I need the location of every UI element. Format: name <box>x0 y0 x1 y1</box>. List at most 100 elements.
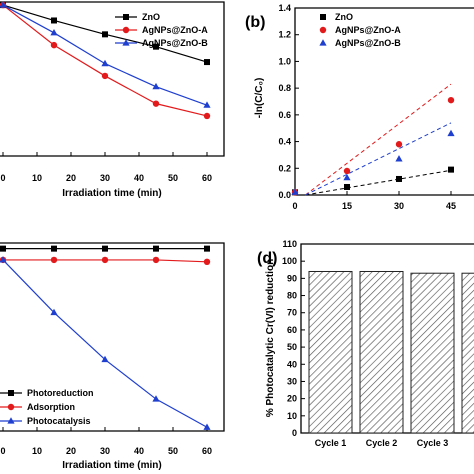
y-tick-label: 20 <box>287 394 297 404</box>
y-tick-label: 90 <box>287 273 297 283</box>
legend-label-zno: ZnO <box>142 12 160 22</box>
data-point-agnps-zno-a <box>343 167 351 175</box>
y-tick-label: 50 <box>287 342 297 352</box>
legend-marker-photoreduction <box>8 390 14 396</box>
series-line-agnps-zno-b <box>2 4 208 106</box>
x-tick-label: 50 <box>168 446 178 456</box>
panel-b-marks: 0.0 0.2 0.4 0.6 0.8 1.0 1.2 1.4 0 15 30 45 ZnO AgNPs@… <box>278 3 456 211</box>
legend-label-agnps-zno-a: AgNPs@ZnO-A <box>142 25 208 35</box>
data-point-zno <box>396 175 402 182</box>
panel-a-axes-frame <box>0 1 225 157</box>
y-tick-label: 30 <box>287 376 297 386</box>
x-tick-label: 0 <box>0 446 5 456</box>
legend-marker-zno <box>123 14 129 20</box>
data-point-photoreduction <box>0 245 6 252</box>
data-point-agnps-zno-a <box>447 96 455 104</box>
bar-cycle-3 <box>410 272 455 434</box>
data-point-photoreduction <box>153 245 159 252</box>
y-tick-label: 70 <box>287 308 297 318</box>
y-tick-label: 10 <box>287 411 297 421</box>
panel-a-marks: 0 10 20 30 40 50 60 ZnO AgNPs@ZnO-A AgNPs@ZnO-B <box>0 1 212 183</box>
y-tick-label: 0 <box>292 428 297 438</box>
legend-marker-agnps-zno-a <box>122 26 130 34</box>
legend-label-adsorption: Adsorption <box>27 402 75 412</box>
x-tick-label: 30 <box>100 173 110 183</box>
panel-b-y-axis-title: -ln(C/C₀) <box>254 78 265 119</box>
data-point-zno <box>448 166 454 173</box>
panel-c-marks: 0 10 20 30 40 50 60 Photoreduction Adsorption Pho… <box>0 245 212 456</box>
fit-line-agnps-zno-a <box>305 83 452 196</box>
legend-marker-adsorption <box>7 403 15 411</box>
legend-label-zno: ZnO <box>335 12 353 22</box>
data-point-agnps-zno-b <box>203 101 211 108</box>
x-tick-label: 0 <box>292 201 297 211</box>
data-point-photoreduction <box>51 245 57 252</box>
category-label: Cycle 1 <box>315 438 347 448</box>
x-tick-label: 60 <box>202 173 212 183</box>
legend-label-agnps-zno-a: AgNPs@ZnO-A <box>335 25 401 35</box>
data-point-agnps-zno-b <box>291 188 299 195</box>
x-tick-label: 20 <box>66 446 76 456</box>
data-point-photocatalysis <box>203 423 211 430</box>
panel-c-axes-frame <box>0 242 225 432</box>
y-tick-label: 1.2 <box>278 30 291 40</box>
data-point-zno <box>344 183 350 190</box>
y-tick-label: 1.4 <box>278 3 291 13</box>
x-tick-label: 40 <box>134 173 144 183</box>
legend-marker-photocatalysis <box>7 417 15 424</box>
panel-a-x-axis-title: Irradiation time (min) <box>62 188 161 199</box>
y-tick-label: 1.0 <box>278 56 291 66</box>
data-point-photocatalysis <box>152 395 160 402</box>
x-tick-label: 10 <box>32 173 42 183</box>
panel-b-scatter-chart: (b) -ln(C/C₀) 0.0 0.2 0.4 0.6 0.8 1.0 1.2 1.4 0 1… <box>245 3 474 211</box>
panel-a-line-chart: 0 10 20 30 40 50 60 ZnO AgNPs@ZnO-A AgNPs@ZnO-B I… <box>0 1 225 199</box>
x-tick-label: 60 <box>202 446 212 456</box>
panel-d-bar-chart: (d) % Photocatalytic Cr(VI) reduction 0 1… <box>257 239 474 448</box>
y-tick-label: 110 <box>282 239 297 249</box>
x-tick-label: 10 <box>32 446 42 456</box>
x-tick-label: 45 <box>446 201 456 211</box>
x-tick-label: 30 <box>394 201 404 211</box>
data-point-agnps-zno-b <box>343 173 351 181</box>
data-point-adsorption <box>152 256 160 264</box>
panel-b-axes-frame <box>294 7 474 196</box>
panel-b-letter: (b) <box>245 14 265 31</box>
data-point-agnps-zno-a <box>395 141 403 148</box>
category-label: Cycle 3 <box>417 438 449 448</box>
legend-marker-agnps-zno-a <box>319 26 327 34</box>
legend-marker-agnps-zno-b <box>122 39 130 46</box>
y-tick-label: 40 <box>287 359 297 369</box>
data-point-agnps-zno-b <box>0 1 7 8</box>
data-point-adsorption <box>203 258 211 265</box>
panel-d-marks: 0 10 20 30 40 50 60 70 80 90 100 110 Cycle 1 Cycle 2 C… <box>282 239 474 448</box>
y-tick-label: 100 <box>282 256 297 266</box>
legend-label-photoreduction: Photoreduction <box>27 388 94 398</box>
data-point-photocatalysis <box>50 308 58 316</box>
panel-d-letter: (d) <box>257 250 277 267</box>
data-point-agnps-zno-a <box>50 41 58 49</box>
bar-cycle-2 <box>359 270 404 434</box>
data-point-agnps-zno-a <box>203 112 211 120</box>
y-tick-label: 80 <box>287 291 297 301</box>
y-tick-label: 60 <box>287 325 297 335</box>
x-tick-label: 20 <box>66 173 76 183</box>
data-point-agnps-zno-b <box>50 29 58 36</box>
legend-label-agnps-zno-b: AgNPs@ZnO-B <box>142 38 208 48</box>
data-point-zno <box>204 59 210 66</box>
data-point-zno <box>153 43 159 50</box>
data-point-agnps-zno-b <box>152 82 160 90</box>
bar-cycle-4 <box>461 272 474 434</box>
panel-c-line-chart: 0 10 20 30 40 50 60 Photoreduction Adsorption Pho… <box>0 242 225 471</box>
panel-d-y-axis-title: % Photocatalytic Cr(VI) reduction <box>265 259 276 417</box>
y-tick-label: 0.4 <box>278 137 291 147</box>
x-tick-label: 15 <box>342 201 352 211</box>
x-tick-label: 0 <box>0 173 5 183</box>
data-point-photocatalysis <box>0 256 7 263</box>
y-tick-label: 0.6 <box>278 110 291 120</box>
y-tick-label: 0.2 <box>278 163 291 173</box>
x-tick-label: 30 <box>100 446 110 456</box>
data-point-agnps-zno-b <box>447 129 455 137</box>
data-point-photocatalysis <box>101 355 109 363</box>
x-tick-label: 50 <box>168 173 178 183</box>
